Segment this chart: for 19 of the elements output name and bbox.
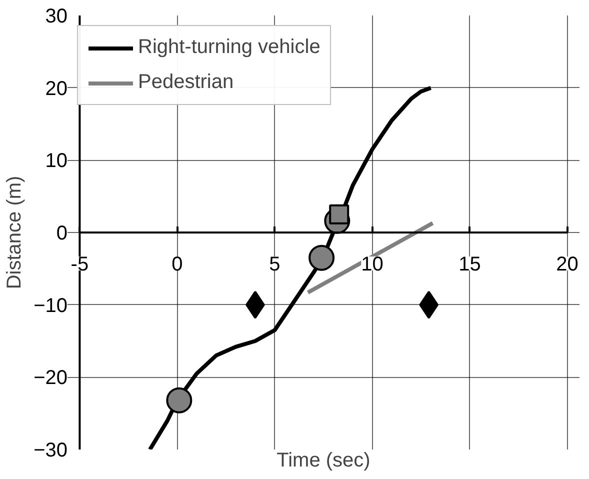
point: [166, 387, 192, 414]
point: [308, 244, 335, 271]
y-tick-label: −30: [34, 440, 68, 462]
y-axis-title: Distance (m): [4, 176, 26, 290]
y-tick-label: 30: [45, 6, 68, 28]
y-tick-label: −10: [34, 294, 68, 317]
y-tick-label: 10: [45, 150, 68, 172]
x-axis-title: Time (sec): [276, 450, 370, 472]
x-tick-label: 5: [269, 254, 280, 276]
legend-label: Pedestrian: [138, 71, 234, 94]
x-tick-label: 0: [172, 254, 183, 276]
x-tick-label: -5: [70, 254, 89, 276]
x-tick-label: 15: [458, 254, 481, 276]
x-tick-label: 10: [361, 254, 384, 276]
x-tick-label: 20: [556, 254, 578, 276]
y-tick-label: 20: [45, 78, 68, 100]
legend-label: Right-turning vehicle: [138, 36, 320, 59]
y-tick-label: −20: [34, 367, 68, 390]
y-tick-label: 0: [56, 222, 68, 244]
